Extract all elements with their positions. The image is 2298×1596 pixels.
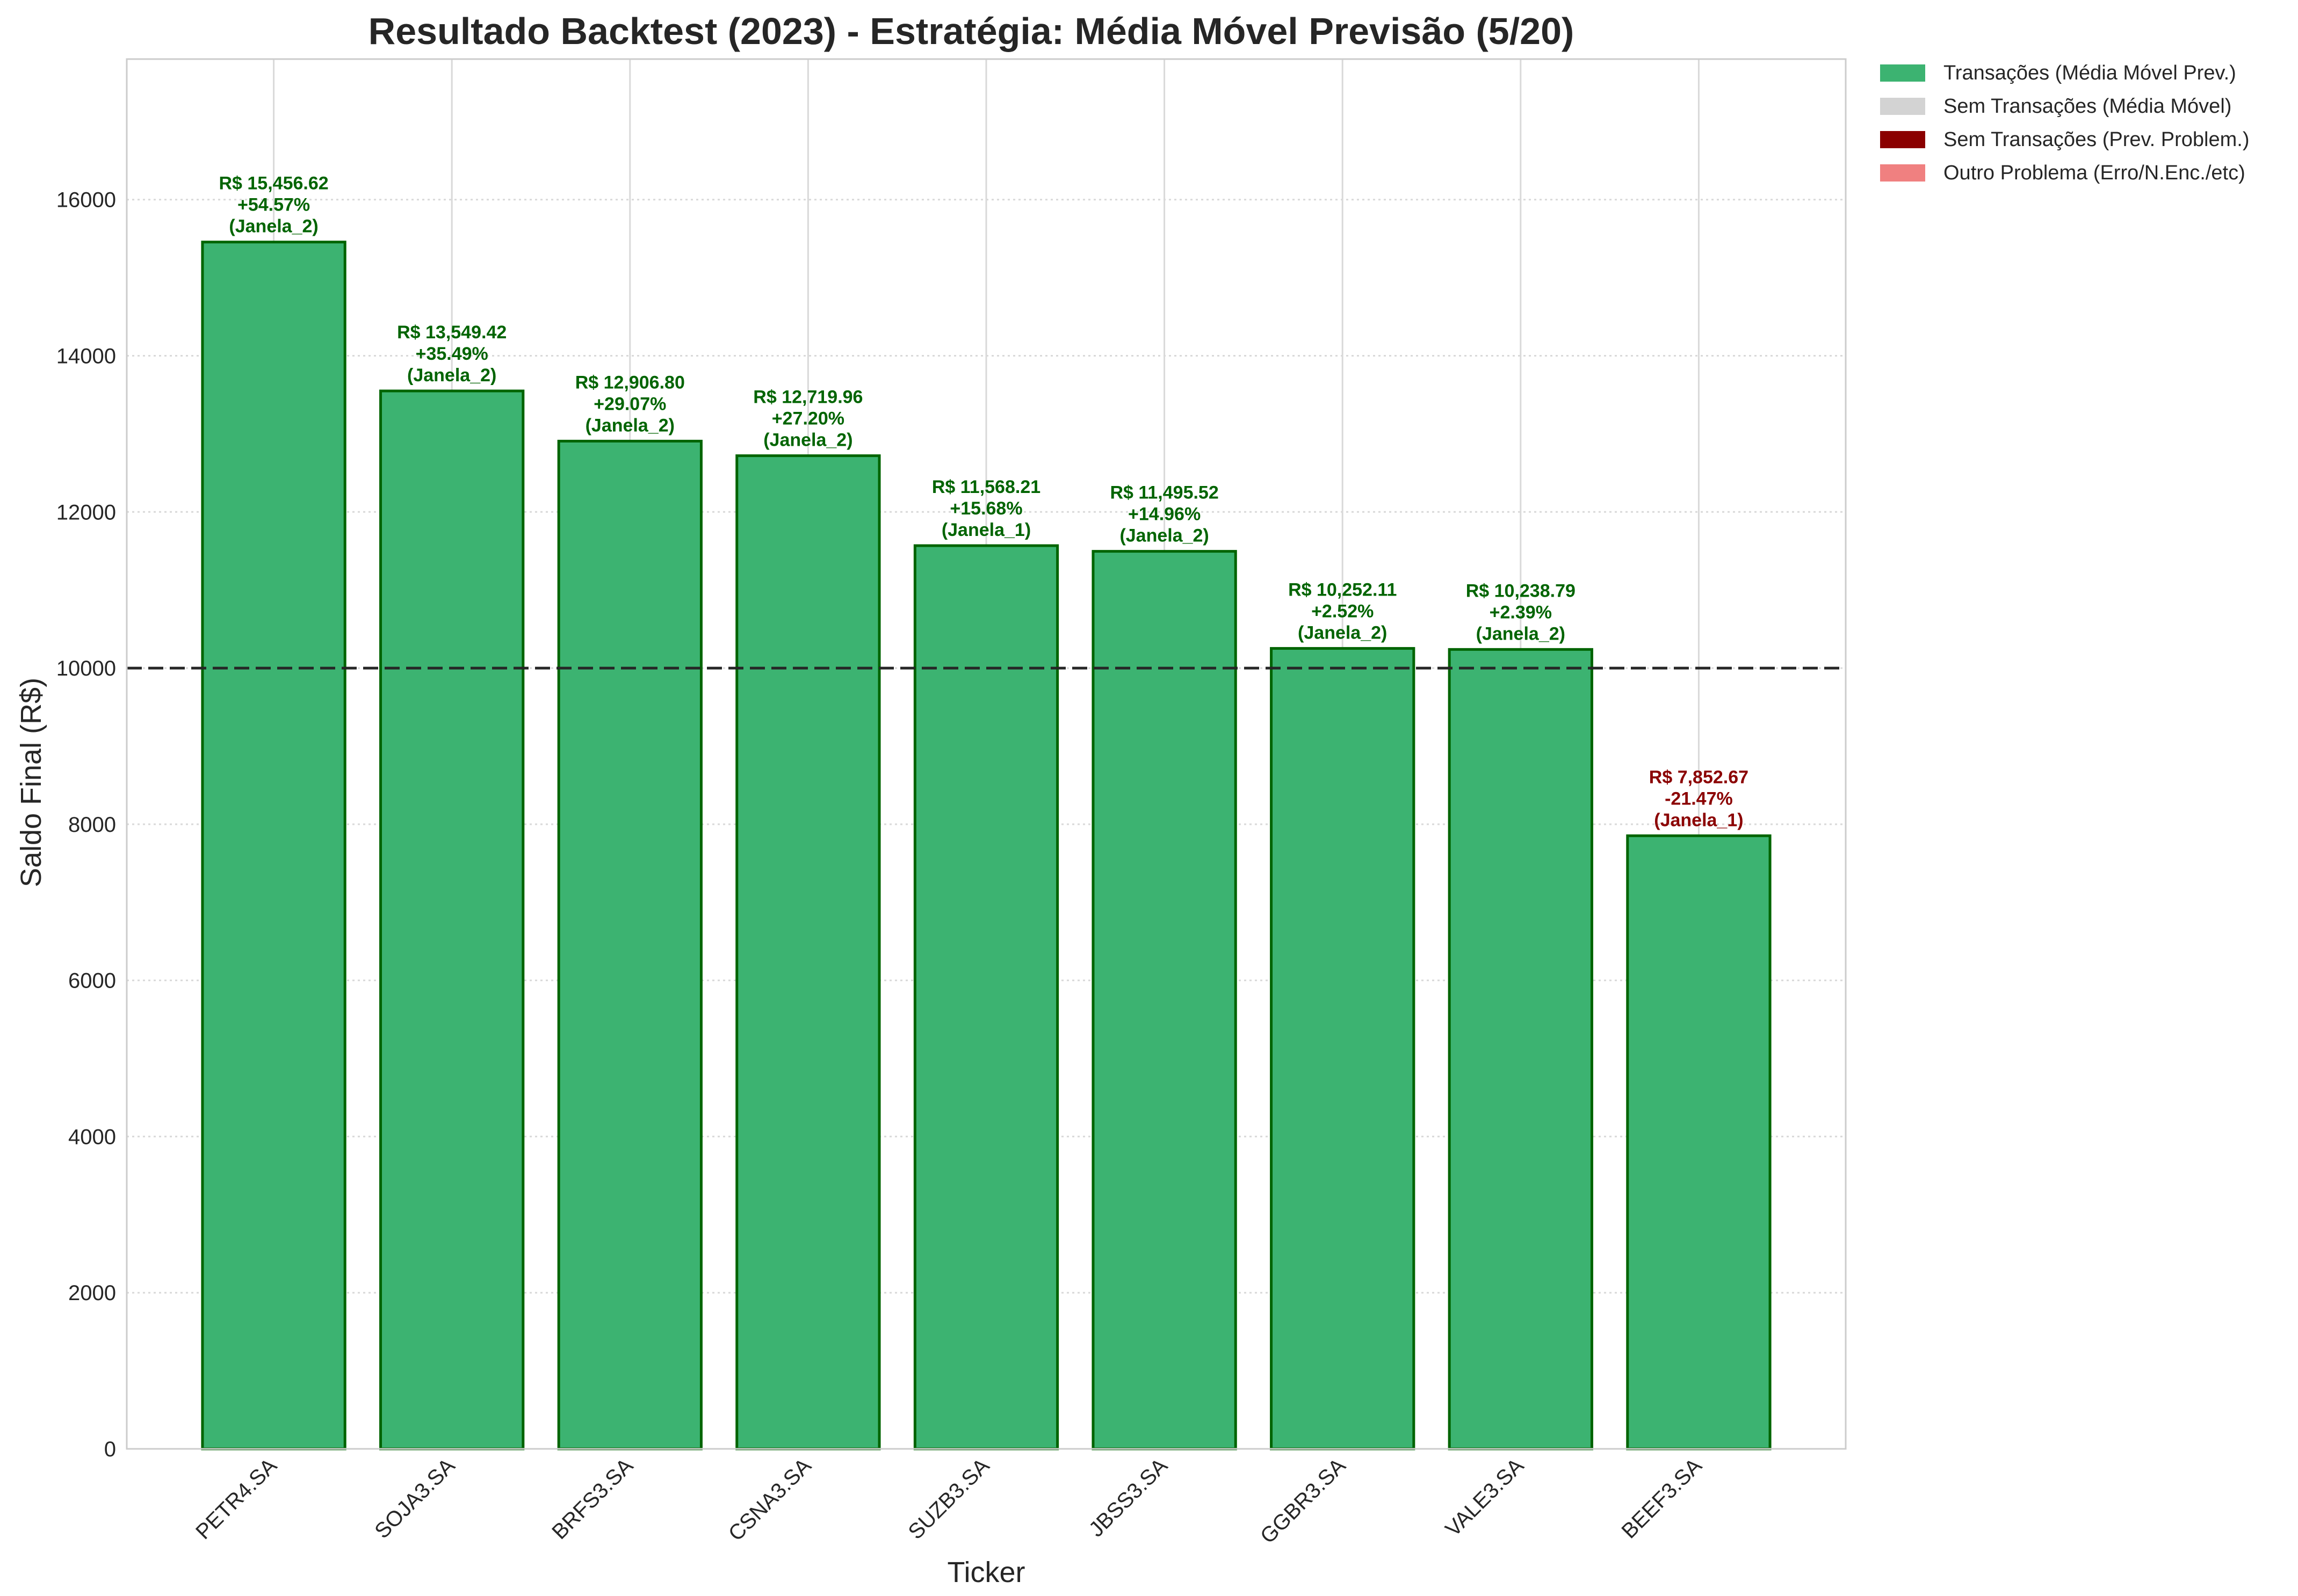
bar-value-label: -21.47%: [1665, 788, 1733, 809]
bar-value-label: +15.68%: [950, 498, 1022, 519]
y-tick-label: 12000: [56, 500, 116, 524]
bar-value-labels: R$ 15,456.62+54.57%(Janela_2)R$ 13,549.4…: [219, 173, 1748, 831]
bar-value-label: (Janela_2): [1119, 526, 1209, 546]
bar-value-label: (Janela_2): [763, 430, 852, 451]
legend-swatch: [1880, 98, 1925, 115]
y-tick-label: 6000: [68, 969, 116, 993]
bar-value-label: +29.07%: [594, 394, 666, 414]
bar-value-label: +54.57%: [237, 195, 310, 215]
bar-value-label: R$ 11,495.52: [1110, 483, 1218, 503]
bar: [557, 439, 703, 1450]
bar-value-label: +2.52%: [1311, 601, 1374, 621]
bar: [1270, 647, 1415, 1450]
bar: [913, 544, 1059, 1450]
y-tick-label: 14000: [56, 344, 116, 368]
bar-value-label: R$ 15,456.62: [219, 173, 328, 194]
y-tick-label: 16000: [56, 188, 116, 212]
x-tick-label: CSNA3.SA: [724, 1454, 816, 1546]
bar-value-label: (Janela_2): [586, 415, 675, 436]
bar: [1092, 550, 1237, 1450]
y-tick-label: 2000: [68, 1281, 116, 1305]
bar-value-label: +35.49%: [416, 344, 488, 364]
x-tick-label: BRFS3.SA: [547, 1454, 638, 1544]
chart-title: Resultado Backtest (2023) - Estratégia: …: [368, 10, 1574, 52]
bar-value-label: R$ 10,252.11: [1288, 579, 1397, 600]
bar: [735, 454, 881, 1450]
y-tick-label: 0: [104, 1438, 116, 1461]
legend-entry-label: Outro Problema (Erro/N.Enc./etc): [1943, 162, 2245, 184]
bar: [201, 241, 346, 1450]
bar-value-label: R$ 12,906.80: [575, 372, 685, 393]
bar: [1626, 834, 1772, 1450]
x-axis-label: Ticker: [948, 1556, 1025, 1588]
legend: Transações (Média Móvel Prev.) Sem Transa…: [1880, 62, 2249, 184]
bar-value-label: R$ 13,549.42: [397, 322, 507, 343]
y-axis-ticks: 0 2000 4000 6000 8000 10000 12000 14000 16000: [56, 188, 116, 1461]
legend-swatch: [1880, 164, 1925, 182]
y-tick-label: 8000: [68, 813, 116, 837]
bar-value-label: (Janela_2): [229, 216, 318, 237]
x-axis-ticks: PETR4.SA SOJA3.SA BRFS3.SA CSNA3.SA SUZB3.SA…: [191, 1454, 1707, 1548]
bar-value-label: R$ 12,719.96: [753, 387, 863, 408]
y-tick-label: 10000: [56, 657, 116, 680]
bar-value-label: R$ 11,568.21: [932, 477, 1040, 497]
bar-value-label: +14.96%: [1128, 504, 1201, 525]
bar-value-label: R$ 7,852.67: [1649, 767, 1748, 787]
legend-entry-label: Sem Transações (Prev. Problem.): [1943, 128, 2249, 151]
legend-swatch: [1880, 64, 1925, 82]
bar-value-label: (Janela_2): [1476, 623, 1565, 644]
plot-frame: [126, 58, 1847, 1450]
bar-value-label: +27.20%: [772, 409, 844, 429]
bar: [379, 389, 525, 1450]
y-tick-label: 4000: [68, 1125, 116, 1149]
x-tick-label: VALE3.SA: [1441, 1454, 1529, 1541]
x-tick-label: BEEF3.SA: [1617, 1454, 1707, 1543]
bar-value-label: R$ 10,238.79: [1466, 581, 1576, 601]
legend-swatch: [1880, 131, 1925, 148]
y-axis-label: Saldo Final (R$): [15, 678, 47, 887]
bar-value-label: +2.39%: [1490, 602, 1552, 622]
bar-value-label: (Janela_2): [407, 365, 496, 386]
legend-entry-label: Sem Transações (Média Móvel): [1943, 95, 2231, 118]
bar: [1448, 648, 1593, 1450]
bar-value-label: (Janela_2): [1298, 622, 1387, 643]
x-tick-label: GGBR3.SA: [1256, 1454, 1350, 1548]
x-tick-label: PETR4.SA: [191, 1454, 281, 1544]
x-tick-label: SUZB3.SA: [904, 1454, 994, 1544]
legend-entry-label: Transações (Média Móvel Prev.): [1943, 62, 2236, 84]
x-tick-label: JBSS3.SA: [1085, 1454, 1172, 1541]
bar-value-label: (Janela_1): [942, 520, 1031, 540]
bar-value-label: (Janela_1): [1654, 810, 1743, 830]
x-tick-label: SOJA3.SA: [370, 1454, 460, 1543]
